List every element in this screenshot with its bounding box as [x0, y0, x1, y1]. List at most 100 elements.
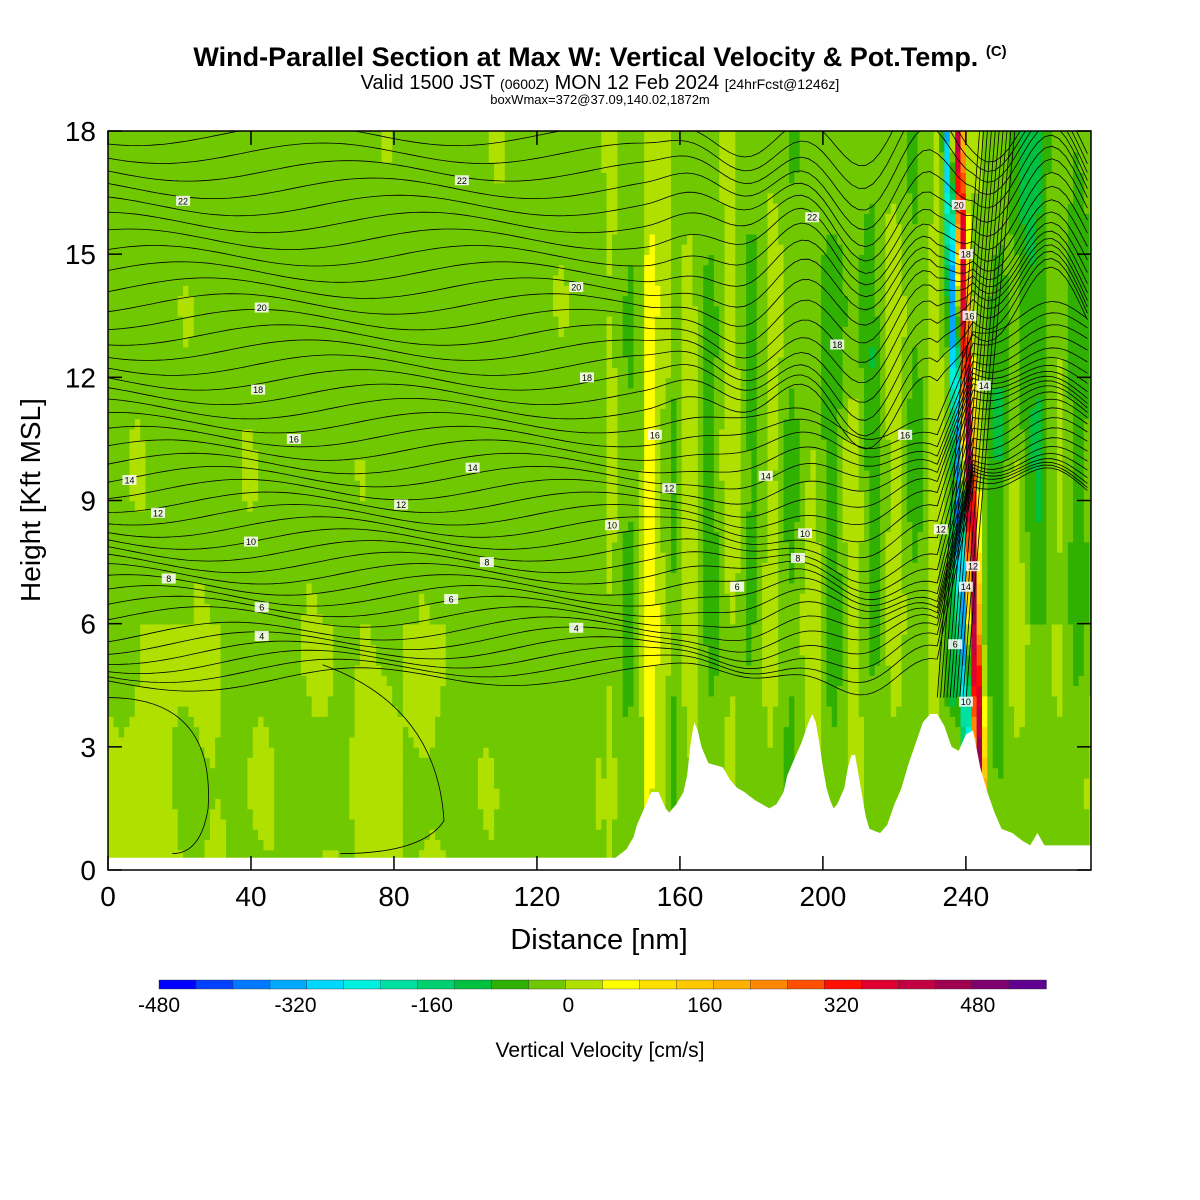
- field-cell: [456, 233, 463, 245]
- field-cell: [145, 490, 152, 502]
- field-cell: [167, 336, 174, 348]
- field-cell: [215, 623, 222, 635]
- field-cell: [231, 613, 238, 625]
- field-cell: [322, 408, 329, 420]
- field-cell: [252, 695, 259, 707]
- field-cell: [204, 213, 211, 225]
- field-cell: [408, 746, 415, 758]
- field-cell: [472, 408, 479, 420]
- field-cell: [279, 438, 286, 450]
- field-cell: [193, 818, 200, 830]
- field-cell: [440, 849, 447, 861]
- field-cell: [338, 243, 345, 255]
- field-cell: [199, 777, 206, 789]
- field-cell: [118, 377, 125, 389]
- field-cell: [435, 716, 442, 728]
- field-cell: [472, 438, 479, 450]
- field-cell: [338, 141, 345, 153]
- field-cell: [472, 746, 479, 758]
- field-cell: [419, 675, 426, 687]
- field-cell: [392, 438, 399, 450]
- field-cell: [279, 757, 286, 769]
- field-cell: [295, 480, 302, 492]
- field-cell: [322, 367, 329, 379]
- field-cell: [215, 356, 222, 368]
- field-cell: [322, 675, 329, 687]
- field-cell: [226, 202, 233, 214]
- field-cell: [397, 490, 404, 502]
- field-cell: [199, 582, 206, 594]
- field-cell: [327, 408, 334, 420]
- field-cell: [145, 500, 152, 512]
- field-cell: [242, 469, 249, 481]
- field-cell: [268, 367, 276, 379]
- field-cell: [338, 326, 345, 338]
- field-cell: [199, 551, 206, 563]
- field-cell: [440, 192, 447, 204]
- field-cell: [263, 664, 270, 676]
- field-cell: [188, 787, 195, 799]
- field-cell: [204, 613, 211, 625]
- field-cell: [124, 828, 131, 840]
- field-cell: [140, 243, 147, 255]
- field-cell: [226, 459, 233, 471]
- field-cell: [451, 716, 458, 728]
- field-cell: [419, 592, 426, 604]
- field-cell: [215, 418, 222, 430]
- field-cell: [220, 305, 227, 317]
- field-cell: [370, 582, 377, 594]
- field-cell: [226, 644, 233, 656]
- field-cell: [188, 480, 195, 492]
- field-cell: [279, 736, 286, 748]
- field-cell: [231, 736, 238, 748]
- field-cell: [220, 695, 227, 707]
- field-cell: [258, 572, 265, 584]
- field-cell: [376, 633, 383, 645]
- field-cell: [188, 603, 195, 615]
- field-cell: [124, 397, 131, 409]
- field-cell: [263, 849, 270, 861]
- field-cell: [360, 202, 367, 214]
- field-cell: [247, 644, 254, 656]
- field-cell: [263, 541, 270, 553]
- field-cell: [402, 490, 410, 502]
- field-cell: [365, 490, 372, 502]
- field-cell: [338, 818, 345, 830]
- field-cell: [381, 685, 388, 697]
- field-cell: [306, 551, 313, 563]
- field-cell: [150, 315, 158, 327]
- field-cell: [231, 223, 238, 235]
- field-cell: [177, 726, 184, 738]
- field-cell: [397, 387, 404, 399]
- field-cell: [360, 387, 367, 399]
- field-cell: [413, 192, 420, 204]
- field-cell: [242, 377, 249, 389]
- field-cell: [349, 254, 356, 266]
- field-cell: [226, 675, 233, 687]
- field-cell: [247, 613, 254, 625]
- field-cell: [402, 551, 410, 563]
- field-cell: [150, 161, 158, 173]
- field-cell: [440, 408, 447, 420]
- field-cell: [365, 613, 372, 625]
- field-cell: [145, 572, 152, 584]
- field-cell: [150, 623, 158, 635]
- field-cell: [113, 500, 120, 512]
- field-cell: [317, 726, 324, 738]
- field-cell: [108, 213, 115, 225]
- field-cell: [226, 798, 233, 810]
- field-cell: [435, 377, 442, 389]
- field-cell: [118, 490, 125, 502]
- field-cell: [124, 562, 131, 574]
- field-cell: [242, 828, 249, 840]
- field-cell: [247, 141, 254, 153]
- field-cell: [333, 757, 340, 769]
- field-cell: [349, 397, 356, 409]
- field-cell: [188, 757, 195, 769]
- field-cell: [140, 705, 147, 717]
- field-cell: [311, 305, 318, 317]
- field-cell: [290, 182, 297, 194]
- field-cell: [306, 469, 313, 481]
- field-cell: [461, 459, 469, 471]
- field-cell: [397, 613, 404, 625]
